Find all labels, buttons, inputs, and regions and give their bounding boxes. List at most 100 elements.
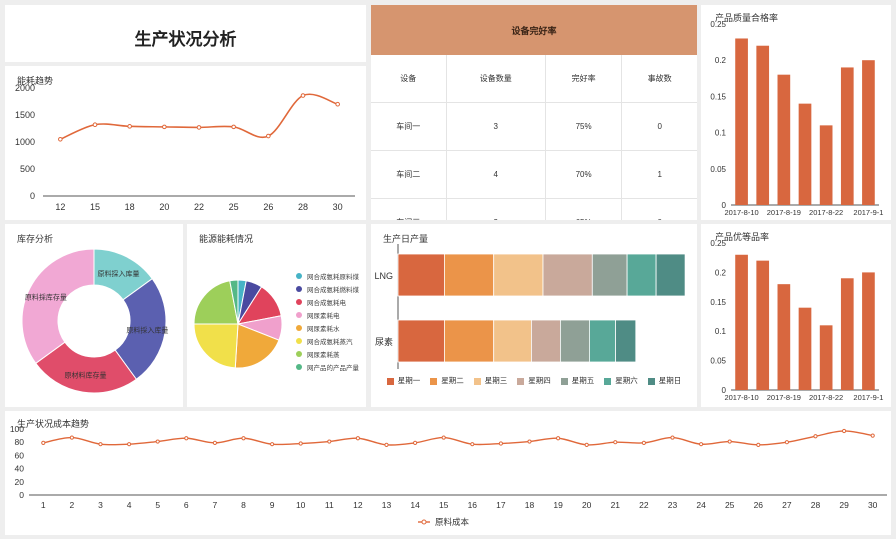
bar-segment [530,319,561,363]
table-row: 车间二 4 70% 1 [371,150,697,199]
x-tick-label: 2017-9-1 [853,393,883,402]
data-point [155,439,160,444]
data-point [266,133,271,139]
bar [819,325,833,390]
x-tick-label: 2017-8-10 [724,208,758,217]
x-tick-label: 22 [639,500,649,510]
legend-swatch [296,272,302,279]
table-cell: 车间三 [371,198,447,220]
y-tick-label: 0 [30,191,35,201]
data-point [498,441,503,446]
x-tick-label: 27 [782,500,792,510]
table-header-cell: 完好率 [544,55,622,103]
legend-item: 星期日 [647,375,682,387]
y-tick-label: 0 [19,490,24,500]
data-point [92,122,98,128]
bar-segment [591,253,628,297]
bar [777,74,791,206]
category-label: LNG [374,271,393,281]
data-point [241,436,246,441]
data-point [813,434,818,439]
bar [840,67,854,205]
premium-panel: 产品优等品率 0 0.05 0.1 0.15 0.2 0.25 2017-8-10 2017-… [701,224,891,407]
data-point [335,101,340,107]
slice-label: 原料採入库量 [126,325,168,334]
y-tick-label: 0.25 [710,239,726,248]
pie-slice [21,248,95,365]
quality-panel: 产品质量合格率 0 0.05 0.1 0.15 0.2 0.25 2017-8-10 2017… [701,5,891,220]
bar-segment [559,319,590,363]
data-point [270,442,275,447]
legend-item: 星期三 [473,375,507,387]
x-tick-label: 12 [353,500,363,510]
data-point [842,428,847,434]
x-tick-label: 21 [611,500,621,510]
legend-label: 星期四 [528,376,551,385]
table-cell: 3 [445,198,546,220]
bar-segment [397,253,445,297]
x-tick-label: 4 [127,500,132,510]
legend-item: 星期二 [430,375,464,387]
legend-swatch [430,377,438,385]
legend-label: 星期一 [397,376,421,385]
legend-label: 网尿素耗蒸 [307,351,340,359]
table-header-cell: 事故数 [621,55,697,103]
legend-label: 网合成氨耗电 [307,299,346,307]
legend-swatch [386,377,394,385]
bar-segment [655,253,686,297]
x-tick-label: 23 [668,500,678,510]
y-tick-label: 0.2 [715,56,727,65]
data-point [756,442,761,447]
bar [819,125,833,205]
energy-line [60,93,338,141]
energy-consumption-panel: 能源能耗情况 网合成氨耗原料煤 网合成氨耗燃料煤 网合成氨耗电 网尿素耗电 网尿素耗水网… [187,224,366,407]
x-tick-label: 9 [270,500,275,510]
table-cell: 75% [544,102,622,151]
y-tick-label: 0.05 [710,165,726,174]
y-tick-label: 40 [15,464,25,474]
data-point [58,137,63,142]
x-tick-label: 2017-8-19 [767,393,801,402]
y-tick-label: 0 [722,386,727,395]
bar [840,278,854,390]
x-tick-label: 2017-8-22 [809,393,843,402]
legend-label: 网合成氨耗蒸汽 [307,338,353,346]
legend-item: 网尿素耗水 [296,321,359,334]
x-tick-label: 24 [696,500,706,510]
legend-label: 原料成本 [435,517,470,527]
inventory-title: 库存分析 [17,234,54,244]
premium-rate-chart: 0 0.05 0.1 0.15 0.2 0.25 2017-8-10 2017-8-19 201… [710,239,883,402]
legend-label: 星期二 [441,376,464,385]
y-tick-label: 0.2 [715,268,727,277]
energy-trend-panel: 能耗趋势 0 500 1000 1500 2000 12 15 18 20 22 25 26 28 30 [5,66,366,220]
data-point [413,440,418,445]
x-tick-label: 7 [213,500,218,510]
table-cell: 0 [621,102,697,151]
data-point [641,440,647,445]
x-tick-label: 10 [296,500,306,510]
data-point [699,442,704,447]
x-tick-label: 30 [333,202,343,212]
x-tick-label: 30 [868,500,878,510]
legend-item: 星期六 [604,375,638,387]
bar-segment [444,319,495,363]
x-tick-label: 18 [525,500,535,510]
y-tick-label: 0.15 [710,92,726,101]
x-tick-label: 28 [298,202,308,212]
bar-segment [493,253,544,297]
daily-output-panel: 生产日产量 LNG 尿素 星期一 星期二 星期三 星期四 星期五 星期六 星期日 [371,224,697,407]
y-tick-label: 1500 [15,110,35,120]
x-tick-label: 25 [725,500,735,510]
data-point [584,442,589,447]
slice-label: 原料採库存量 [25,292,67,301]
legend-item: 星期四 [517,375,551,387]
category-label: 尿素 [375,336,393,347]
y-tick-label: 20 [15,477,25,487]
y-tick-label: 1000 [15,137,35,147]
table-cell: 3 [445,102,546,151]
legend-item: 网产品的产品产量 [296,360,359,373]
legend-label: 星期日 [658,376,682,385]
legend-item: 网合成氨耗燃料煤 [296,282,359,295]
slice-label: 原料採入库量 [98,269,140,278]
